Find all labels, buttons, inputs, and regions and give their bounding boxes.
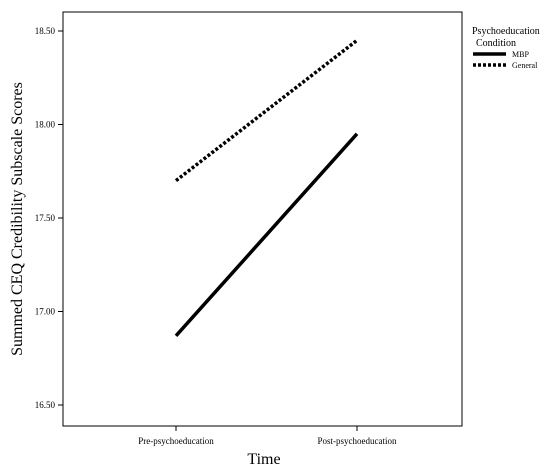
legend-title-line1: Psychoeducation xyxy=(472,26,540,37)
legend-label-mbp: MBP xyxy=(512,50,529,59)
y-tick-label: 16.50 xyxy=(35,400,56,410)
legend-label-general: General xyxy=(512,61,538,70)
y-tick-label: 18.00 xyxy=(35,120,56,130)
series-lines xyxy=(174,38,359,337)
x-tick-label: Post-psychoeducation xyxy=(318,436,397,446)
y-tick-label: 17.00 xyxy=(35,307,56,317)
plot-frame xyxy=(62,11,463,427)
x-axis-title: Time xyxy=(247,451,280,468)
y-tick-label: 17.50 xyxy=(35,213,56,223)
y-tick-label: 18.50 xyxy=(35,26,56,36)
y-axis-title: Summed CEQ Credibility Subscale Scores xyxy=(9,82,26,356)
legend-title-line2: Condition xyxy=(476,38,516,49)
series-line-mbp xyxy=(174,132,359,337)
x-tick-label: Pre-psychoeducation xyxy=(138,436,214,446)
series-line-general xyxy=(174,38,359,182)
legend: Psychoeducation Condition MBP General xyxy=(472,26,540,70)
x-axis: Pre-psychoeducation Post-psychoeducation xyxy=(138,426,397,446)
y-axis: 16.50 17.00 17.50 18.00 18.50 xyxy=(35,26,63,410)
